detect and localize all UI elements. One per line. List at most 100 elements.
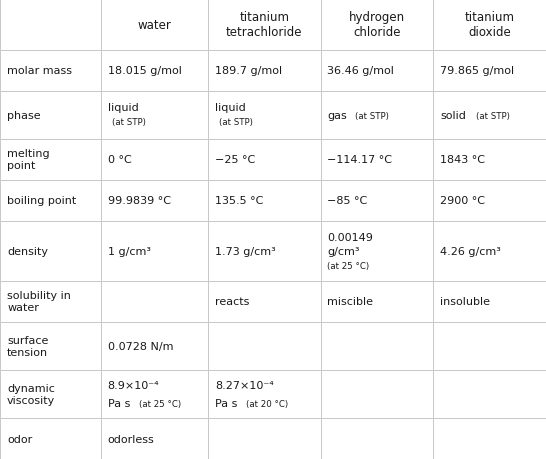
Bar	[101, 370, 208, 418]
Bar	[0, 370, 101, 418]
Text: g/cm³: g/cm³	[328, 246, 360, 256]
Bar	[321, 221, 434, 281]
Text: 189.7 g/mol: 189.7 g/mol	[215, 66, 282, 76]
Text: 0.0728 N/m: 0.0728 N/m	[108, 341, 173, 351]
Text: Pa s: Pa s	[108, 398, 130, 408]
Text: 18.015 g/mol: 18.015 g/mol	[108, 66, 181, 76]
Text: boiling point: boiling point	[7, 196, 76, 206]
Text: odor: odor	[7, 434, 32, 443]
Bar	[321, 180, 434, 221]
Bar	[208, 0, 321, 50]
Text: solubility in
water: solubility in water	[7, 291, 71, 313]
Text: dynamic
viscosity: dynamic viscosity	[7, 383, 55, 405]
Text: (at 20 °C): (at 20 °C)	[246, 399, 288, 408]
Text: 1843 °C: 1843 °C	[440, 155, 485, 165]
Bar	[208, 91, 321, 140]
Text: −85 °C: −85 °C	[328, 196, 367, 206]
Bar	[321, 281, 434, 322]
Bar	[434, 0, 546, 50]
Text: (at STP): (at STP)	[355, 112, 389, 121]
Bar	[101, 221, 208, 281]
Bar	[208, 140, 321, 180]
Text: 2900 °C: 2900 °C	[440, 196, 485, 206]
Text: gas: gas	[328, 110, 347, 120]
Text: Pa s: Pa s	[215, 398, 237, 408]
Bar	[101, 140, 208, 180]
Bar	[434, 50, 546, 91]
Bar	[208, 322, 321, 370]
Text: insoluble: insoluble	[440, 297, 490, 307]
Bar	[208, 370, 321, 418]
Text: 8.27×10⁻⁴: 8.27×10⁻⁴	[215, 381, 274, 391]
Text: liquid: liquid	[215, 103, 246, 113]
Text: odorless: odorless	[108, 434, 155, 443]
Text: (at STP): (at STP)	[476, 112, 509, 121]
Text: 36.46 g/mol: 36.46 g/mol	[328, 66, 394, 76]
Text: 0.00149: 0.00149	[328, 233, 373, 243]
Bar	[434, 322, 546, 370]
Bar	[0, 221, 101, 281]
Bar	[101, 91, 208, 140]
Bar	[0, 140, 101, 180]
Text: 135.5 °C: 135.5 °C	[215, 196, 263, 206]
Text: water: water	[138, 19, 171, 32]
Bar	[0, 50, 101, 91]
Bar	[434, 281, 546, 322]
Text: 1.73 g/cm³: 1.73 g/cm³	[215, 246, 276, 256]
Bar	[434, 221, 546, 281]
Bar	[208, 418, 321, 459]
Bar	[208, 50, 321, 91]
Bar	[0, 418, 101, 459]
Text: 4.26 g/cm³: 4.26 g/cm³	[440, 246, 501, 256]
Text: (at STP): (at STP)	[112, 118, 146, 127]
Bar	[321, 322, 434, 370]
Bar	[0, 322, 101, 370]
Text: 99.9839 °C: 99.9839 °C	[108, 196, 170, 206]
Bar	[0, 0, 101, 50]
Text: reacts: reacts	[215, 297, 249, 307]
Bar	[0, 91, 101, 140]
Bar	[321, 140, 434, 180]
Bar	[208, 281, 321, 322]
Bar	[208, 221, 321, 281]
Text: (at STP): (at STP)	[219, 118, 253, 127]
Text: density: density	[7, 246, 48, 256]
Bar	[101, 180, 208, 221]
Bar	[321, 418, 434, 459]
Bar	[434, 418, 546, 459]
Bar	[101, 322, 208, 370]
Text: 79.865 g/mol: 79.865 g/mol	[440, 66, 514, 76]
Bar	[321, 50, 434, 91]
Bar	[434, 370, 546, 418]
Text: titanium
tetrachloride: titanium tetrachloride	[226, 11, 302, 39]
Text: liquid: liquid	[108, 103, 138, 113]
Bar	[208, 180, 321, 221]
Text: miscible: miscible	[328, 297, 373, 307]
Bar	[321, 370, 434, 418]
Text: molar mass: molar mass	[7, 66, 72, 76]
Text: melting
point: melting point	[7, 149, 50, 171]
Bar	[101, 0, 208, 50]
Text: hydrogen
chloride: hydrogen chloride	[349, 11, 405, 39]
Bar	[321, 91, 434, 140]
Bar	[101, 50, 208, 91]
Text: 8.9×10⁻⁴: 8.9×10⁻⁴	[108, 381, 159, 391]
Bar	[101, 281, 208, 322]
Bar	[434, 91, 546, 140]
Text: surface
tension: surface tension	[7, 335, 49, 357]
Text: (at 25 °C): (at 25 °C)	[328, 262, 370, 271]
Text: −25 °C: −25 °C	[215, 155, 255, 165]
Bar	[101, 418, 208, 459]
Bar	[0, 180, 101, 221]
Text: −114.17 °C: −114.17 °C	[328, 155, 393, 165]
Bar	[434, 140, 546, 180]
Bar	[321, 0, 434, 50]
Text: solid: solid	[440, 110, 466, 120]
Text: titanium
dioxide: titanium dioxide	[465, 11, 515, 39]
Text: phase: phase	[7, 110, 41, 120]
Text: (at 25 °C): (at 25 °C)	[139, 399, 181, 408]
Text: 0 °C: 0 °C	[108, 155, 131, 165]
Bar	[434, 180, 546, 221]
Bar	[0, 281, 101, 322]
Text: 1 g/cm³: 1 g/cm³	[108, 246, 151, 256]
